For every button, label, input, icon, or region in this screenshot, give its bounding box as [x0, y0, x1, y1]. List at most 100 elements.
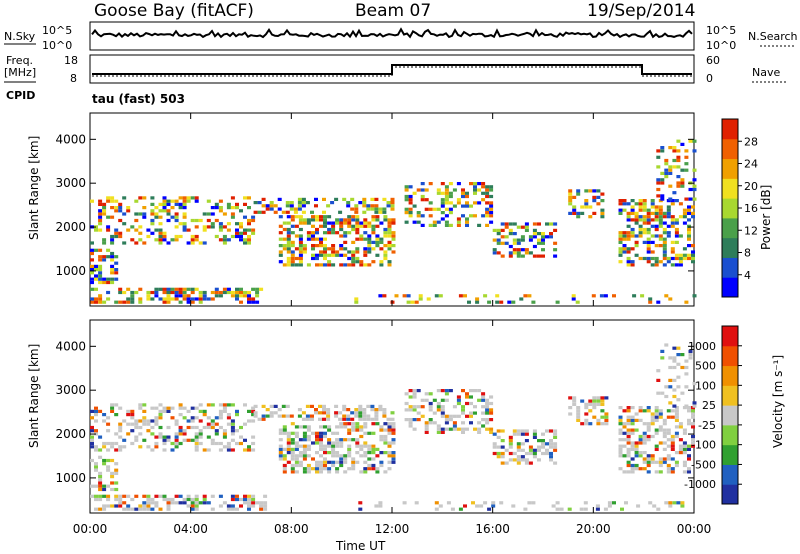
data-cell	[226, 238, 231, 242]
data-cell	[255, 290, 260, 295]
data-cell	[658, 428, 663, 432]
data-cell	[286, 215, 291, 219]
data-cell	[251, 504, 256, 508]
data-cell	[130, 429, 135, 433]
data-cell	[595, 507, 600, 511]
data-cell	[293, 210, 298, 214]
data-cell	[154, 212, 159, 216]
data-cell	[138, 300, 143, 304]
data-cell	[259, 504, 264, 508]
data-cell	[322, 404, 326, 408]
data-cell	[379, 438, 384, 442]
data-cell	[440, 198, 445, 202]
data-cell	[481, 418, 486, 422]
data-cell	[600, 192, 605, 196]
data-cell	[406, 294, 411, 298]
data-cell	[98, 209, 103, 213]
data-cell	[654, 260, 659, 264]
data-cell	[588, 189, 593, 193]
data-cell	[444, 414, 449, 418]
data-cell	[654, 409, 659, 413]
data-cell	[424, 430, 429, 434]
data-cell	[110, 280, 115, 285]
data-cell	[682, 460, 687, 464]
data-cell	[194, 438, 199, 442]
data-cell	[362, 417, 367, 421]
data-cell	[511, 504, 516, 508]
data-cell	[298, 221, 303, 225]
data-cell	[134, 228, 139, 232]
data-cell	[371, 260, 376, 264]
data-cell	[638, 234, 643, 238]
data-cell	[198, 409, 203, 413]
data-cell	[379, 240, 384, 244]
data-cell	[600, 422, 605, 426]
data-cell	[383, 470, 388, 474]
data-cell	[194, 501, 199, 505]
colorbar-swatch	[722, 424, 738, 446]
data-cell	[278, 224, 283, 228]
data-cell	[286, 260, 291, 264]
data-cell	[458, 507, 463, 511]
data-cell	[473, 405, 477, 409]
data-cell	[382, 414, 387, 418]
data-cell	[263, 501, 268, 505]
data-cell	[682, 463, 687, 468]
data-cell	[473, 201, 477, 205]
data-cell	[247, 234, 251, 239]
data-cell	[114, 199, 119, 203]
data-cell	[323, 434, 327, 439]
data-cell	[387, 240, 392, 244]
data-cell	[343, 422, 348, 426]
data-cell	[138, 425, 143, 430]
data-cell	[666, 215, 671, 219]
data-cell	[670, 409, 675, 413]
data-cell	[646, 256, 651, 261]
data-cell	[584, 422, 589, 426]
data-cell	[456, 427, 461, 431]
data-cell	[366, 417, 371, 421]
data-cell	[170, 215, 175, 219]
data-cell	[465, 395, 469, 399]
data-cell	[537, 445, 541, 449]
data-cell	[106, 468, 111, 472]
data-cell	[495, 294, 500, 298]
data-cell	[306, 467, 311, 471]
data-cell	[383, 422, 388, 426]
x-tick-labels: 00:00 04:00 08:00 12:00 16:00 20:00 00:00	[73, 522, 712, 536]
data-cell	[150, 196, 155, 200]
data-cell	[218, 294, 223, 298]
data-cell	[489, 220, 494, 224]
data-cell	[247, 238, 251, 242]
xtick-label: 12:00	[375, 522, 410, 536]
data-cell	[323, 451, 327, 455]
data-cell	[654, 244, 659, 248]
data-cell	[319, 467, 323, 471]
data-cell	[579, 507, 584, 511]
data-cell	[319, 240, 323, 244]
data-cell	[319, 253, 323, 257]
data-cell	[660, 197, 665, 201]
data-cell	[473, 427, 477, 431]
data-cell	[687, 224, 691, 228]
data-cell	[319, 454, 323, 458]
data-cell	[331, 441, 336, 445]
data-cell	[98, 475, 103, 479]
data-cell	[448, 194, 453, 199]
data-cell	[481, 395, 486, 399]
mode-label: tau (fast) 503	[92, 92, 185, 106]
data-cell	[114, 504, 119, 508]
data-cell	[618, 454, 623, 458]
data-cell	[138, 238, 143, 242]
nave-tick-low: 0	[706, 72, 713, 85]
data-cell	[98, 481, 103, 485]
data-cell	[306, 428, 311, 432]
data-cell	[386, 204, 391, 208]
data-cell	[604, 412, 609, 416]
data-cell	[553, 254, 558, 258]
data-cell	[243, 196, 247, 200]
data-cell	[408, 198, 413, 202]
colorbar-tick-label: 16	[744, 202, 758, 215]
data-cell	[290, 250, 295, 254]
data-cell	[481, 411, 486, 415]
